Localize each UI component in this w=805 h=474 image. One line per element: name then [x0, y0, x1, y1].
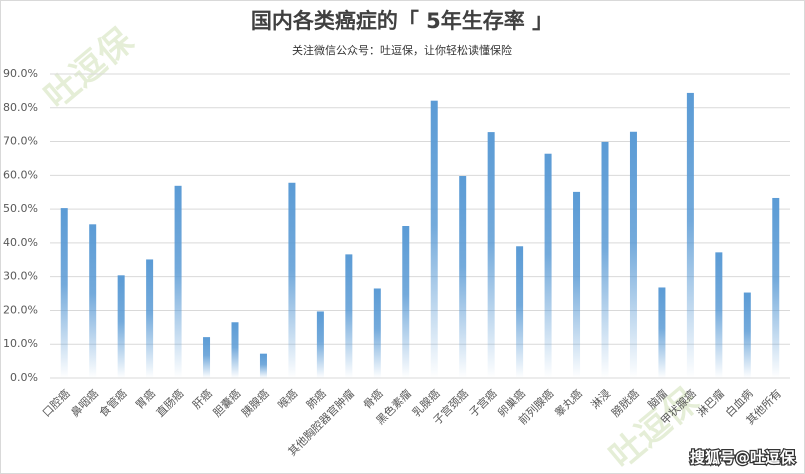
- bar: [373, 288, 381, 378]
- bar: [658, 287, 666, 378]
- y-tick-label: 60.0%: [3, 168, 38, 181]
- bar: [203, 337, 211, 378]
- bar: [772, 197, 780, 378]
- chart-title: 国内各类癌症的「 5年生存率 」: [251, 9, 553, 33]
- y-tick-label: 50.0%: [3, 202, 38, 215]
- bar: [430, 100, 438, 378]
- bar: [345, 254, 353, 378]
- bar: [288, 182, 296, 378]
- chart-subtitle: 关注微信公众号：吐逗保，让你轻松读懂保险: [292, 43, 512, 57]
- y-tick-label: 0.0%: [10, 371, 38, 384]
- bar: [601, 141, 609, 378]
- bar: [516, 246, 524, 378]
- bar: [89, 224, 97, 378]
- source-label: 搜狐号@吐逗保: [690, 449, 796, 467]
- bar: [487, 132, 495, 378]
- bar: [544, 153, 552, 378]
- bar: [402, 226, 410, 378]
- y-tick-label: 30.0%: [3, 270, 38, 283]
- y-tick-label: 10.0%: [3, 337, 38, 350]
- y-tick-label: 40.0%: [3, 236, 38, 249]
- bar: [573, 191, 581, 378]
- y-tick-label: 70.0%: [3, 135, 38, 148]
- bar: [174, 185, 182, 378]
- bar: [117, 275, 125, 378]
- bar: [259, 353, 267, 378]
- y-tick-label: 80.0%: [3, 101, 38, 114]
- bar: [231, 322, 239, 378]
- bar: [715, 252, 723, 378]
- bar: [743, 292, 751, 378]
- bar: [629, 131, 637, 378]
- y-tick-label: 20.0%: [3, 303, 38, 316]
- bar: [60, 208, 68, 378]
- bar: [459, 176, 467, 378]
- bar: [686, 92, 694, 378]
- y-tick-label: 90.0%: [3, 67, 38, 80]
- bar: [316, 311, 324, 378]
- bar: [146, 259, 154, 378]
